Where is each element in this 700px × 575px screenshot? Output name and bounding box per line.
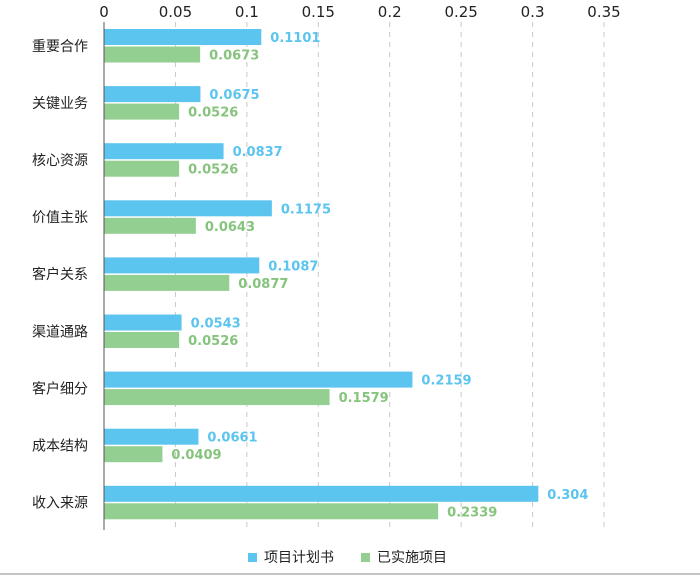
legend-label: 项目计划书 <box>264 550 334 566</box>
bar <box>104 86 201 103</box>
x-tick-label: 0.3 <box>521 3 545 21</box>
legend-label: 已实施项目 <box>377 550 447 566</box>
data-label: 0.0543 <box>191 317 241 332</box>
bar <box>104 46 201 63</box>
bar <box>104 314 182 331</box>
legend-swatch <box>361 553 370 562</box>
bar <box>104 503 439 520</box>
bar <box>104 257 260 274</box>
category-label: 客户关系 <box>32 266 88 283</box>
bar <box>104 446 163 463</box>
x-tick-label: 0.1 <box>235 3 259 21</box>
data-label: 0.1579 <box>339 391 389 406</box>
bar <box>104 332 180 348</box>
data-label: 0.0409 <box>171 448 221 463</box>
bar <box>104 143 224 160</box>
bar <box>104 217 196 234</box>
data-label: 0.1101 <box>270 31 320 46</box>
data-label: 0.0526 <box>188 106 238 121</box>
bar <box>104 103 180 120</box>
bar <box>104 485 539 502</box>
bar <box>104 200 272 217</box>
category-label: 成本结构 <box>32 438 88 454</box>
bar <box>104 428 199 445</box>
data-label: 0.1087 <box>268 259 318 274</box>
x-axis-ticks: 0 0.05 0.1 0.15 0.2 0.25 0.3 0.35 <box>99 3 620 21</box>
gridlines <box>174 22 605 530</box>
data-label: 0.0675 <box>209 88 259 103</box>
data-label: 0.0673 <box>209 49 259 64</box>
category-label: 核心资源 <box>32 153 88 169</box>
category-label: 关键业务 <box>32 96 88 112</box>
bar <box>104 160 180 177</box>
category-label: 价值主张 <box>32 210 88 226</box>
data-label: 0.0643 <box>205 220 255 235</box>
data-label: 0.0877 <box>238 277 288 292</box>
x-tick-label: 0.05 <box>159 3 192 21</box>
x-tick-label: 0 <box>99 3 109 21</box>
data-label: 0.304 <box>547 488 588 503</box>
data-label: 0.1175 <box>281 202 331 217</box>
category-label: 客户细分 <box>32 380 88 397</box>
x-tick-label: 0.25 <box>444 3 477 21</box>
bar <box>104 274 230 291</box>
data-label: 0.0526 <box>188 163 238 178</box>
data-label: 0.0526 <box>188 334 238 349</box>
data-label: 0.0661 <box>207 431 257 446</box>
bar <box>104 371 413 388</box>
bar <box>104 29 262 45</box>
legend: 项目计划书 已实施项目 <box>248 550 447 566</box>
legend-swatch <box>248 553 257 562</box>
bars: 0.1101 0.0673 0.0675 0.0526 0.0837 0.0526 0.11… <box>104 29 588 520</box>
category-label: 渠道通路 <box>32 324 88 340</box>
axes <box>0 22 700 575</box>
bar <box>104 389 330 406</box>
category-label: 重要合作 <box>32 39 88 55</box>
x-tick-label: 0.35 <box>587 3 620 21</box>
data-label: 0.2339 <box>447 505 497 520</box>
data-label: 0.0837 <box>233 145 283 160</box>
category-label: 收入来源 <box>32 496 88 512</box>
x-tick-label: 0.2 <box>378 3 402 21</box>
data-label: 0.2159 <box>421 374 471 389</box>
x-tick-label: 0.15 <box>302 3 335 21</box>
